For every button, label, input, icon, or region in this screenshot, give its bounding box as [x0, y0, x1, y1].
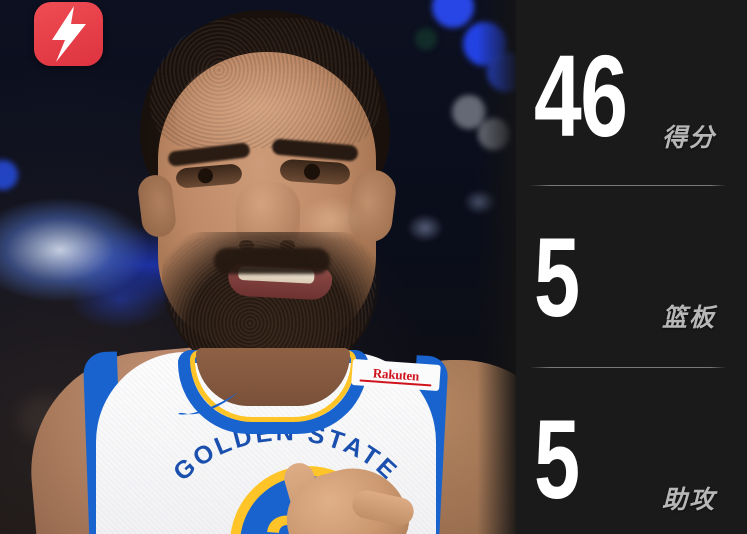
stats-panel: 46 得分 5 篮板 5 助攻 [516, 0, 747, 534]
nike-swoosh-icon [178, 392, 238, 415]
stat-block-rebounds: 5 篮板 [516, 186, 747, 368]
bokeh-light [0, 160, 18, 190]
app-logo-badge[interactable] [34, 2, 103, 66]
stat-block-assists: 5 助攻 [516, 368, 747, 534]
mustache [214, 248, 330, 274]
player-photo: GOLDEN STATE 30 Rakuten [0, 0, 517, 534]
stat-value: 5 [534, 215, 580, 340]
stat-value: 5 [534, 397, 580, 522]
stat-divider [530, 367, 726, 368]
stat-label: 篮板 [661, 303, 716, 332]
forehead-highlight [175, 58, 360, 148]
photo-edge-fade [477, 0, 517, 534]
bokeh-light [415, 28, 437, 50]
collar-opening [196, 348, 350, 406]
player-figure: GOLDEN STATE 30 Rakuten [21, 10, 517, 534]
stat-divider [530, 185, 726, 186]
lightning-bolt-icon [52, 6, 86, 62]
stat-label: 助攻 [661, 485, 716, 514]
stat-block-points: 46 得分 [516, 0, 747, 186]
stat-value: 46 [534, 31, 628, 161]
stat-label: 得分 [661, 123, 716, 152]
